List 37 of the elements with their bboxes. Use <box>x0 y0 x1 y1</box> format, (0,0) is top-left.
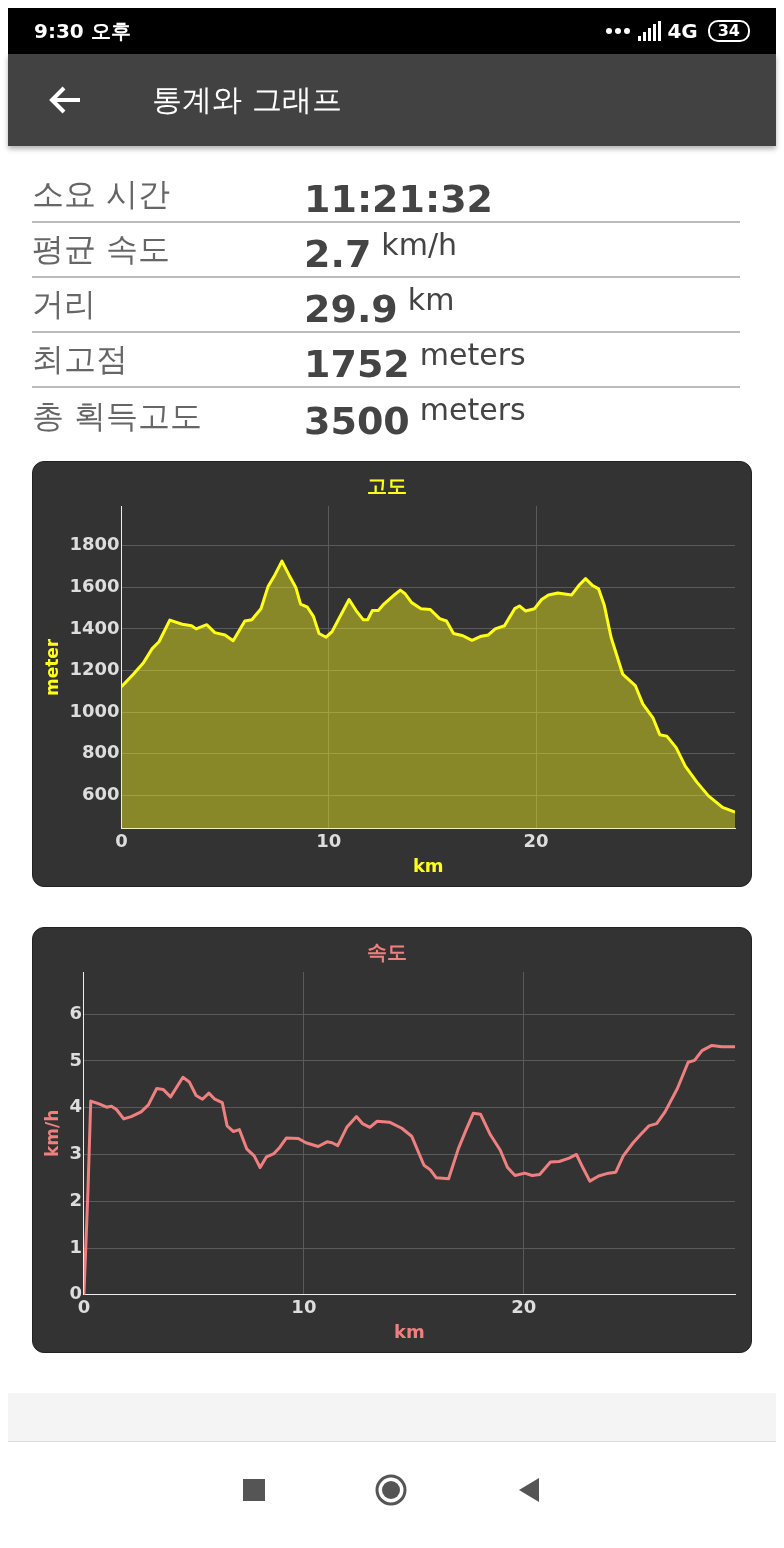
y-tick-label: 1600 <box>69 574 120 596</box>
x-axis-title: km <box>394 1320 425 1342</box>
y-tick-label: 1400 <box>69 616 120 638</box>
x-tick-label: 10 <box>316 830 342 852</box>
y-tick-label: 600 <box>81 783 120 805</box>
y-tick-label: 1000 <box>69 699 120 721</box>
x-tick-label: 20 <box>523 830 549 852</box>
text: 평균 속도 <box>32 229 172 270</box>
text: 4G <box>667 19 698 43</box>
y-tick-label: 1 <box>69 1235 82 1257</box>
y-tick-label: 6 <box>69 1001 82 1023</box>
text: 통계와 그래프 <box>152 80 342 119</box>
y-axis-title: meter <box>41 638 62 697</box>
text: 29.9 km <box>304 282 455 331</box>
x-axis-title: km <box>412 854 444 876</box>
battery-icon: 34 <box>707 20 750 42</box>
text: 9:30 오후 <box>34 17 131 45</box>
y-tick-label: 800 <box>81 741 120 763</box>
chart-title: 고도 <box>367 474 407 499</box>
x-tick-label: 20 <box>511 1296 537 1318</box>
text: 최고점 <box>32 339 129 380</box>
text: 1752 meters <box>304 337 526 386</box>
y-tick-label: 5 <box>69 1048 82 1070</box>
text: 거리 <box>32 284 97 325</box>
y-tick-label: 1800 <box>69 533 120 555</box>
text: 11:21:32 <box>304 177 494 221</box>
y-tick-label: 3 <box>69 1142 82 1164</box>
text: 소요 시간 <box>32 174 172 215</box>
x-tick-label: 10 <box>291 1296 317 1318</box>
text: 총 획득고도 <box>32 396 204 437</box>
y-axis-title: km/h <box>41 1109 62 1158</box>
text: 2.7 km/h <box>304 227 458 276</box>
y-tick-label: 1200 <box>69 658 120 680</box>
y-tick-label: 4 <box>69 1095 82 1117</box>
y-tick-label: 2 <box>69 1188 82 1210</box>
chart-title: 속도 <box>367 940 407 965</box>
text: 3500 meters <box>304 392 526 443</box>
